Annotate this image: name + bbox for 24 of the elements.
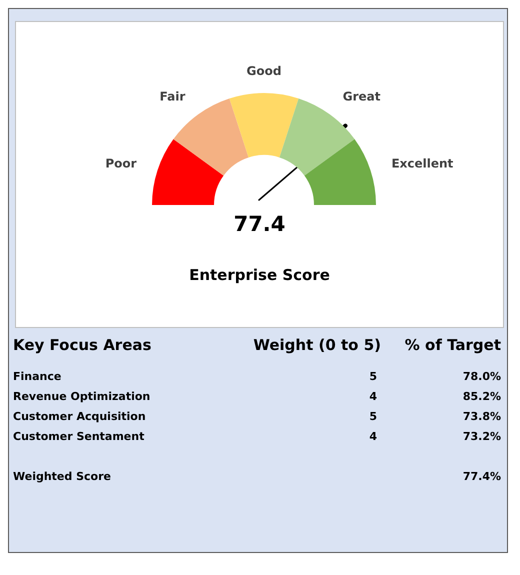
category-label: Finance: [13, 370, 62, 382]
slice-label: Fair: [160, 90, 186, 104]
category-label: Customer Sentament: [13, 430, 146, 442]
data-label: 78.0%: [462, 370, 501, 382]
category-label: Revenue Optimization: [13, 390, 152, 402]
data-label: 5: [368, 370, 378, 382]
text: 77.4: [232, 212, 286, 236]
data-label: 73.8%: [462, 410, 501, 422]
category-label: Weighted Score: [13, 470, 112, 482]
text: % of Target: [404, 336, 501, 354]
data-label: 73.2%: [462, 430, 501, 442]
slice-label: Excellent: [391, 156, 454, 171]
data-label: 4: [368, 390, 378, 402]
text: Weight (0 to 5): [252, 336, 381, 354]
data-label: 4: [368, 430, 378, 442]
slice-label: Great: [342, 90, 381, 104]
data-label: 5: [368, 410, 378, 422]
text: Enterprise Score: [188, 266, 331, 284]
slice-label: Poor: [105, 156, 137, 171]
text: Key Focus Areas: [13, 336, 152, 354]
category-label: Customer Acquisition: [13, 410, 147, 422]
slice-label: Good: [246, 64, 282, 78]
data-label: 77.4%: [462, 470, 501, 482]
data-label: 85.2%: [462, 390, 501, 402]
